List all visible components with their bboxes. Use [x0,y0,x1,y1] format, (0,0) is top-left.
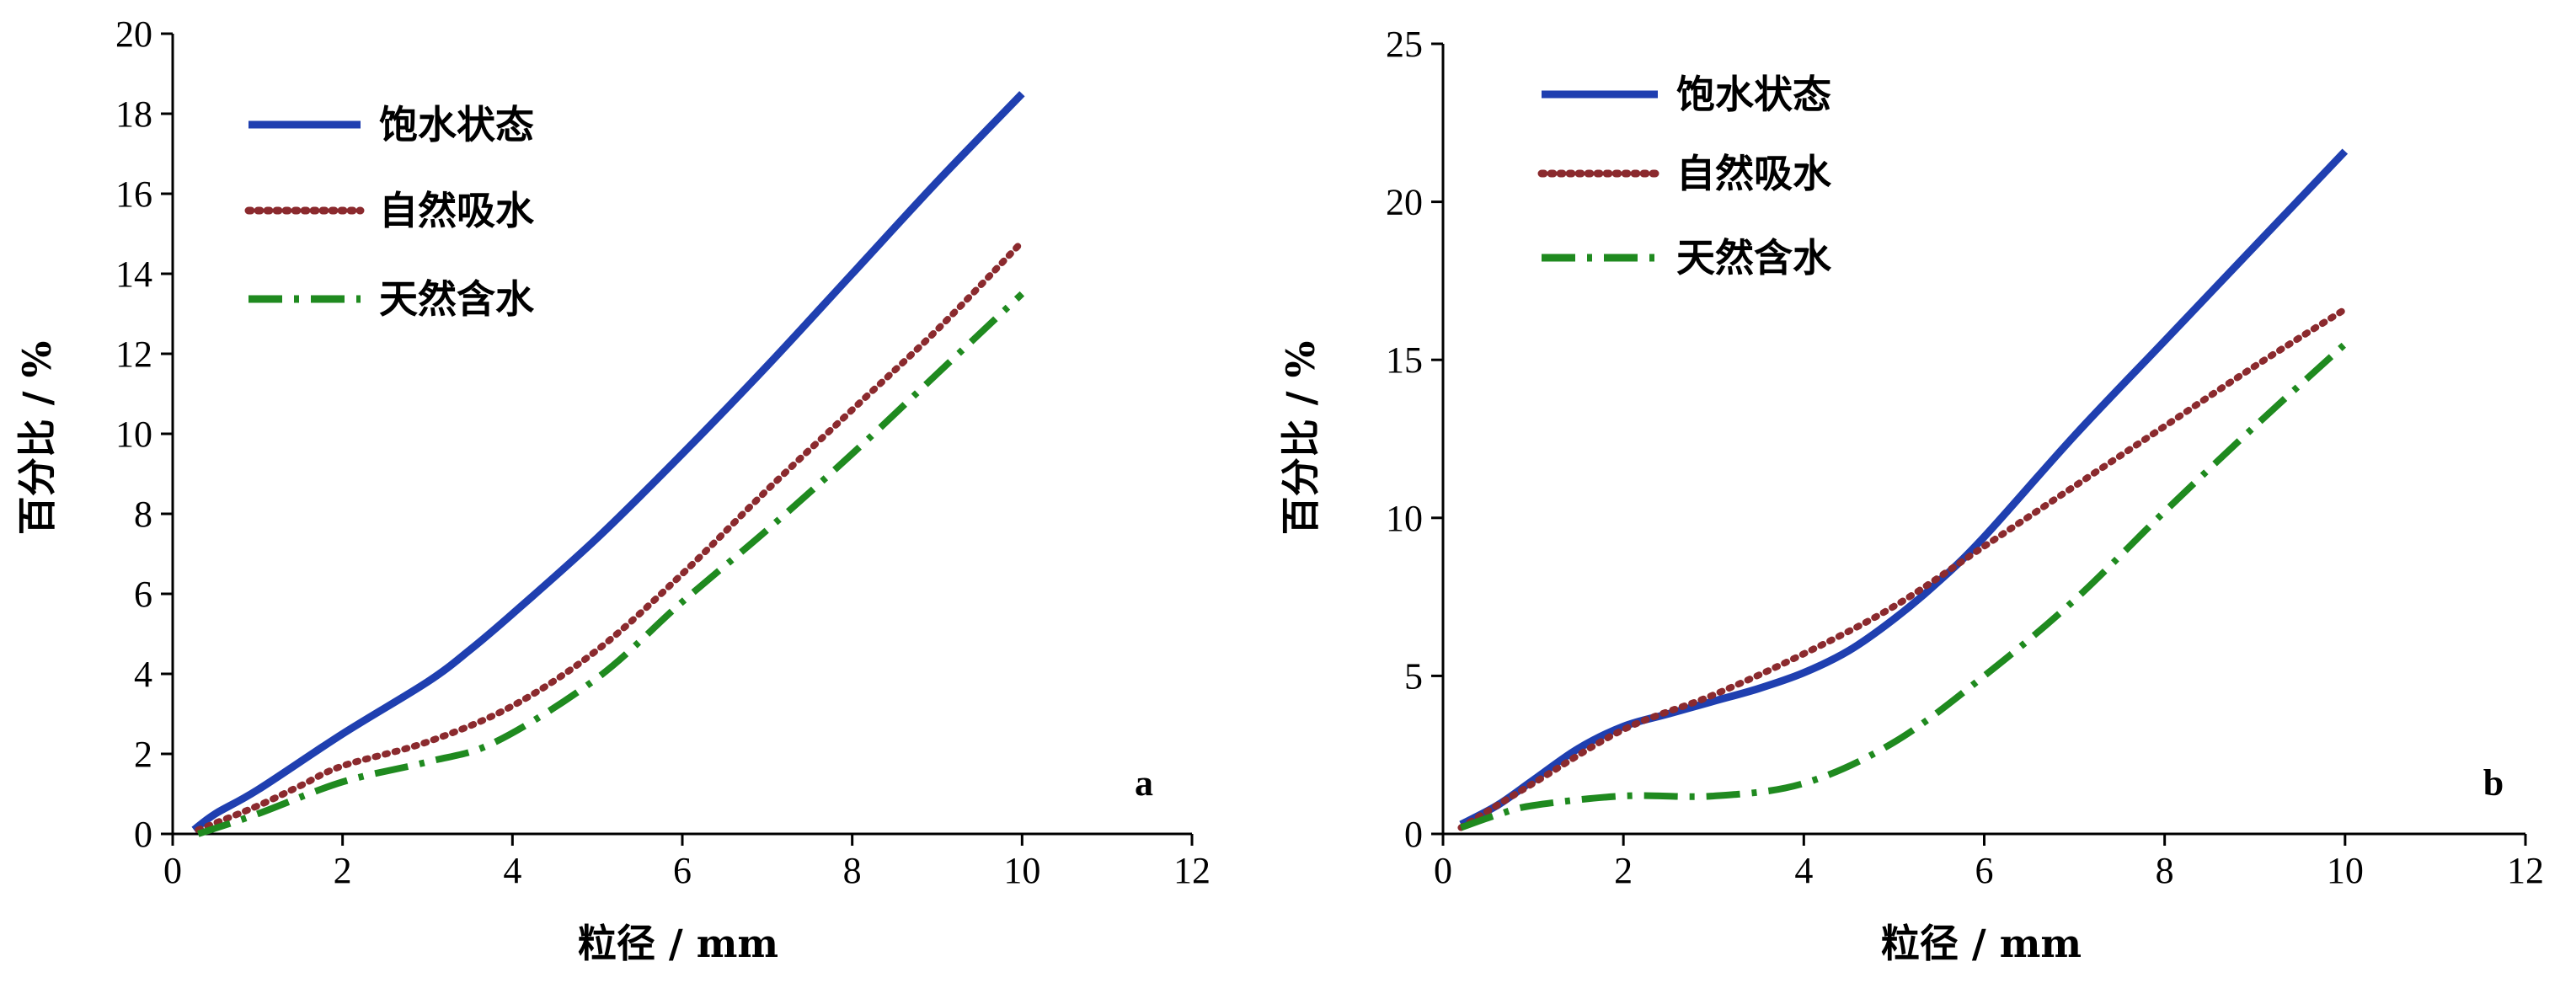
panel-b-legend-label-saturated: 饱水状态 [1676,72,1831,117]
panel-a-y-tick-label: 14 [115,254,152,295]
panel-b-axes: 0 5 10 15 20 25 0 2 4 6 8 10 12 [1386,24,2544,891]
panel-a-x-axis-title: 粒径 / mm [578,921,778,966]
panel-a-y-tick-label: 2 [134,734,152,775]
panel-a-y-tick-label: 20 [115,13,152,55]
panel-b-y-tick-label: 5 [1404,655,1423,697]
panel-b-y-tick-label: 10 [1386,498,1423,539]
panel-a-legend-label-saturated: 饱水状态 [379,102,534,147]
panel-b-legend-label-natural-moisture: 天然含水 [1676,235,1832,280]
panel-a-y-tick-label: 18 [115,93,152,135]
panel-a-x-tick-label: 12 [1173,850,1211,891]
panel-b-y-tick-label: 25 [1386,24,1423,65]
panel-a-y-tick-label: 8 [134,494,152,535]
panel-b-x-tick-label: 8 [2156,850,2174,891]
panel-a-x-tick-label: 10 [1003,850,1040,891]
panel-a-y-tick-label: 12 [115,334,152,375]
panel-b-x-tick-label: 2 [1614,850,1633,891]
panel-a-series-line-natural-moisture [196,291,1025,837]
panel-b-legend: 饱水状态 自然吸水 天然含水 [1537,72,1832,280]
panel-a-label: a [1135,762,1153,804]
panel-a-series-line-saturated [191,91,1025,833]
panel-a-y-tick-label: 16 [115,174,152,215]
panel-a-x-tick-label: 0 [163,850,182,891]
panel-a-y-tick-label: 10 [115,414,152,455]
panel-a-axes: 0 2 4 6 8 10 12 14 16 18 20 0 2 4 6 8 10 12 [115,13,1211,891]
panel-b-series-line-natural-moisture [1460,341,2348,831]
panel-b-series-line-saturated [1459,148,2349,828]
panel-a-x-tick-label: 4 [503,850,521,891]
panel-a-y-tick-label: 6 [134,574,152,615]
chart-panel-a: 0 2 4 6 8 10 12 14 16 18 20 0 2 4 6 8 10 12 a 粒径 / mm 百分比… [14,13,1211,966]
chart-panel-b: 0 5 10 15 20 25 0 2 4 6 8 10 12 b 粒径 / mm 百分比 / % 饱水… [1278,24,2544,966]
panel-b-x-tick-label: 10 [2327,850,2364,891]
panel-b-y-tick-label: 15 [1386,339,1423,381]
panel-b-x-tick-label: 12 [2507,850,2544,891]
panel-b-y-tick-label: 0 [1404,814,1423,855]
panel-a-x-tick-label: 8 [843,850,862,891]
panel-b-series-line-natural-absorption [1457,306,2349,831]
panel-b-legend-label-natural-absorption: 自然吸水 [1676,151,1832,196]
panel-b-y-tick-label: 20 [1386,182,1423,223]
panel-a-legend: 饱水状态 自然吸水 天然含水 [244,102,535,322]
panel-a-y-axis-title: 百分比 / % [14,341,60,536]
panel-b-x-tick-label: 4 [1794,850,1813,891]
panel-a-legend-label-natural-absorption: 自然吸水 [379,188,535,233]
panel-a-y-tick-label: 4 [134,654,152,695]
panel-a-y-tick-label: 0 [134,814,152,855]
panel-b-label: b [2483,762,2504,804]
panel-b-x-axis-title: 粒径 / mm [1881,921,2082,966]
panel-a-series-line-natural-absorption [195,238,1026,834]
panel-a-x-tick-label: 6 [673,850,692,891]
panel-b-x-tick-label: 0 [1434,850,1452,891]
panel-b-y-axis-title: 百分比 / % [1278,341,1323,536]
panel-b-x-tick-label: 6 [1975,850,1994,891]
panel-a-legend-label-natural-moisture: 天然含水 [379,276,535,322]
panel-a-x-tick-label: 2 [334,850,352,891]
